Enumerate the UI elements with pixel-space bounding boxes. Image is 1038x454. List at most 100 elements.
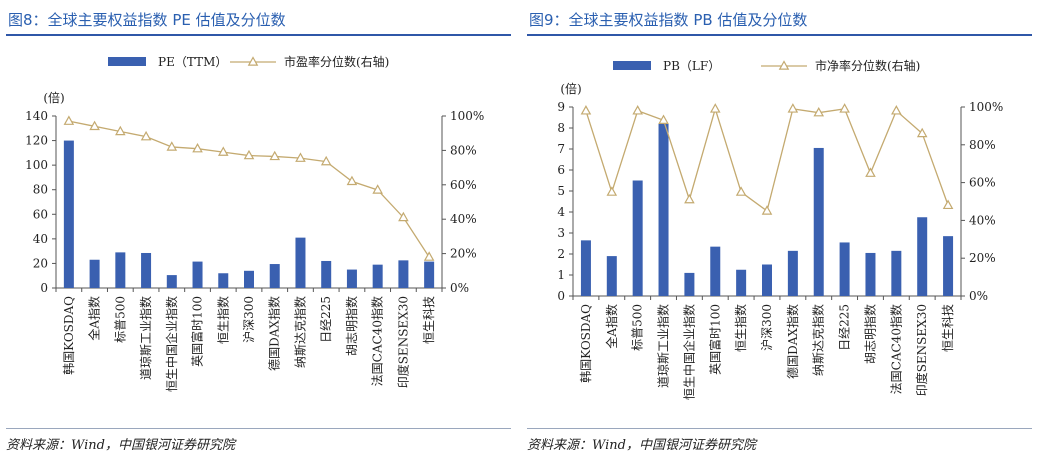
x-category-label: 韩国KOSDAQ [578,304,593,383]
bar [372,264,383,288]
bar [943,236,954,296]
pb-panel: 图9：全球主要权益指数 PB 估值及分位数 PB（LF） 市净率分位数(右轴) (倍… [521,0,1038,453]
percentile-point [658,114,669,124]
bar [269,264,280,288]
y-left-tick-label: 60 [33,207,48,221]
x-category-label: 胡志明指数 [862,304,877,364]
pb-source-note: 资料来源：Wind，中国银河证券研究院 [527,438,756,453]
y-left-tick-label: 0 [40,281,48,295]
bar [141,252,152,288]
x-category-label: 英国富时100 [707,304,722,375]
percentile-point [839,103,850,113]
y-left-tick-label: 80 [33,183,48,197]
y-left-tick-label: 0 [557,289,565,303]
x-category-label: 恒生中国企业指数 [164,296,179,392]
bar [891,250,902,296]
pe-title-bar: 图8：全球主要权益指数 PE 估值及分位数 [6,0,511,36]
x-category-label: 韩国KOSDAQ [61,296,76,375]
y-left-tick-label: 140 [25,109,48,123]
percentile-point [942,199,954,210]
percentile-point [320,155,332,166]
bar [89,259,100,288]
bar [917,217,928,296]
x-category-label: 恒生科技 [941,304,955,352]
bar [398,260,409,288]
x-category-label: 沪深300 [760,304,774,351]
y-left-tick-label: 9 [557,100,565,114]
legend-triangle-marker [247,56,259,66]
pe-source-bar: 资料来源：Wind，中国银河证券研究院 [6,428,511,454]
x-category-label: 日经225 [838,304,852,351]
x-category-label: 法国CAC40指数 [888,304,903,394]
percentile-point [865,167,876,177]
x-category-label: 德国DAX指数 [785,304,800,379]
percentile-point [684,193,695,204]
bar [736,269,747,296]
y-left-tick-label: 40 [33,232,48,246]
bar [115,252,126,288]
percentile-point [632,105,643,115]
pb-chart: PB（LF） 市净率分位数(右轴) (倍) 0 1 2 3 4 5 6 7 8 9 0% 20% 40% 60%… [557,58,1003,400]
percentile-point [709,103,721,113]
y-right-tick-label: 100% [450,109,484,123]
bar [684,272,695,296]
bar [762,264,772,296]
legend-bar-swatch [613,61,651,70]
percentile-point [166,141,178,151]
x-category-label: 道琼斯工业指数 [138,296,153,380]
bar [865,252,876,296]
y-left-tick-label: 4 [557,205,565,219]
x-category-label: 沪深300 [242,296,256,343]
percentile-point [115,125,126,136]
x-category-label: 德国DAX指数 [267,296,282,371]
x-category-label: 标普500 [113,296,127,343]
x-category-label: 胡志明指数 [344,296,359,356]
y-right-tick-label: 40% [969,213,996,227]
y-right-tick-label: 0% [450,281,469,295]
y-left-tick-label: 8 [557,121,565,135]
x-category-label: 日经225 [319,296,333,343]
y-right-tick-label: 100% [969,100,1003,114]
x-category-label: 全A指数 [87,296,102,341]
pe-panel: 图8：全球主要权益指数 PE 估值及分位数 PE（TTM） 市盈率分位数(右轴) (… [0,0,517,453]
bar [218,273,229,288]
y-left-tick-label: 3 [557,226,565,240]
legend-bar-label: PE（TTM） [158,55,227,69]
percentile-point [269,150,281,161]
percentile-point [916,127,928,138]
x-category-label: 标普500 [631,304,645,351]
x-category-label: 恒生科技 [422,296,436,344]
pe-figure-title: 图8：全球主要权益指数 PE 估值及分位数 [8,11,286,29]
y-right-tick-label: 40% [450,212,477,226]
y-left-tick-label: 1 [557,268,565,282]
bar [166,275,177,288]
legend-bar-swatch [108,57,146,66]
percentile-point [580,105,592,115]
x-category-label: 恒生指数 [215,296,230,344]
y-left-tick-label: 20 [33,256,48,270]
y-left-unit-label: (倍) [560,81,581,96]
x-category-label: 纳斯达克指数 [292,296,307,368]
bar [424,261,435,288]
percentile-point [787,103,799,113]
bar [192,261,203,288]
percentile-point [217,146,229,156]
percentile-point [140,130,152,141]
x-category-label: 恒生指数 [733,304,748,352]
y-right-tick-label: 60% [969,176,996,190]
percentile-point [372,184,383,194]
x-category-label: 道琼斯工业指数 [656,304,671,388]
bar [63,140,74,288]
bar [244,270,254,288]
y-left-tick-label: 100 [25,158,48,172]
percentile-point [63,115,75,125]
bar [787,250,798,296]
percentile-point [761,205,773,215]
y-left-tick-label: 120 [25,134,48,148]
y-right-tick-label: 20% [969,251,996,265]
bar [295,237,306,288]
percentile-point [192,142,203,153]
percentile-point [423,251,435,261]
legend-line-label: 市盈率分位数(右轴) [284,54,389,69]
x-category-label: 全A指数 [604,304,619,349]
